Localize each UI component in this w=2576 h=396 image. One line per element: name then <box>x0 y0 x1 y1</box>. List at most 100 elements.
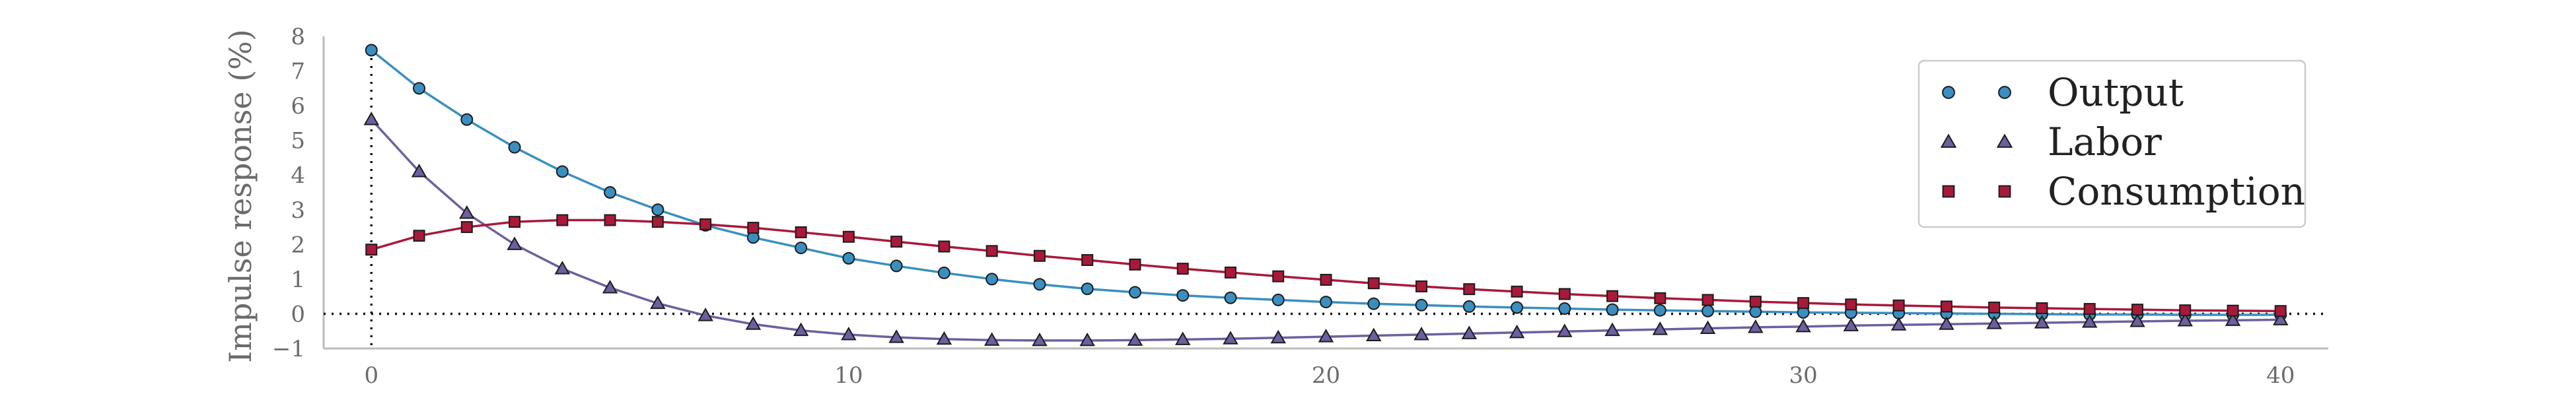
data-point-consumption <box>413 230 425 242</box>
data-point-consumption <box>1797 297 1810 310</box>
legend-entry-labor: Labor <box>1940 119 2162 164</box>
data-point-labor <box>602 280 618 294</box>
data-point-consumption <box>2179 304 2192 317</box>
data-point-labor <box>1890 317 1907 331</box>
data-point-consumption <box>1033 249 1046 262</box>
data-point-output <box>1558 302 1571 315</box>
data-point-labor <box>1748 319 1764 333</box>
data-point-output <box>1367 297 1380 310</box>
data-point-consumption <box>985 245 998 257</box>
data-point-consumption <box>1176 263 1189 275</box>
legend-marker-labor <box>1940 133 1957 148</box>
data-point-consumption <box>1654 292 1666 304</box>
data-point-output <box>1606 303 1619 316</box>
data-point-labor <box>1174 331 1191 345</box>
data-point-labor <box>841 326 857 341</box>
data-point-labor <box>1366 327 1382 342</box>
data-point-consumption <box>2131 304 2143 316</box>
data-point-consumption <box>556 214 569 226</box>
series-labor <box>363 112 2289 346</box>
data-point-labor <box>1699 320 1716 335</box>
x-tick-label: 40 <box>2266 362 2295 389</box>
data-point-labor <box>2081 314 2098 328</box>
data-point-labor <box>459 205 475 219</box>
legend-entry-consumption: Consumption <box>1942 169 2305 214</box>
data-point-consumption <box>1701 294 1714 306</box>
data-point-consumption <box>1367 277 1380 290</box>
data-point-consumption <box>604 214 616 226</box>
data-point-labor <box>650 295 666 310</box>
data-point-output <box>842 251 855 265</box>
series-consumption <box>365 214 2287 317</box>
data-point-output <box>1415 298 1428 312</box>
data-point-consumption <box>699 218 712 230</box>
data-point-labor <box>1223 331 1238 345</box>
legend-label-consumption: Consumption <box>2048 169 2305 214</box>
data-point-output <box>365 44 378 57</box>
data-point-consumption <box>1081 253 1094 266</box>
data-point-consumption <box>747 222 760 234</box>
data-point-labor <box>1604 322 1620 337</box>
axes: 0 10 20 30 40 −1 0 1 2 3 4 5 6 7 8 <box>272 24 2328 389</box>
data-point-labor <box>936 331 952 345</box>
data-point-consumption <box>1272 270 1285 282</box>
data-point-consumption <box>1845 298 1857 311</box>
series-layer <box>363 44 2289 346</box>
data-point-output <box>413 82 426 95</box>
legend-frame <box>1917 59 2307 228</box>
data-point-output <box>1271 293 1285 306</box>
data-point-labor <box>1079 332 1095 346</box>
data-point-output <box>1701 304 1715 317</box>
reference-lines <box>324 50 2328 348</box>
data-point-labor <box>1413 326 1429 341</box>
data-point-output <box>1653 304 1666 317</box>
data-point-consumption <box>2274 305 2287 317</box>
data-point-output <box>937 266 950 279</box>
x-tick-label: 0 <box>364 362 378 389</box>
data-point-consumption <box>460 221 473 234</box>
data-point-output <box>555 165 569 178</box>
data-point-labor <box>984 332 1000 346</box>
y-tick-label: 1 <box>291 267 305 293</box>
data-point-consumption <box>1224 266 1236 279</box>
legend-label-labor: Labor <box>2048 119 2162 164</box>
data-point-output <box>651 203 664 216</box>
data-point-labor <box>1843 317 1859 331</box>
legend-entry-output: Output <box>1942 70 2184 115</box>
data-point-consumption <box>2227 304 2239 317</box>
data-point-consumption <box>1988 301 2001 314</box>
data-point-output <box>1128 286 1141 299</box>
data-point-labor <box>507 236 522 250</box>
data-point-consumption <box>1463 283 1476 296</box>
data-point-output <box>1749 305 1762 318</box>
data-point-output <box>1176 289 1190 302</box>
data-point-consumption <box>1892 299 1905 312</box>
data-point-consumption <box>938 240 950 253</box>
data-point-labor <box>1461 325 1478 339</box>
data-point-output <box>1511 301 1524 314</box>
y-tick-label: 8 <box>291 24 305 50</box>
y-axis-title: Impulse response (%) <box>223 29 258 363</box>
y-tick-label: 7 <box>291 59 305 85</box>
data-point-labor <box>1652 321 1668 335</box>
data-point-consumption <box>365 244 378 256</box>
data-point-labor <box>745 316 762 330</box>
y-tick-label: 5 <box>291 128 305 154</box>
data-point-consumption <box>1129 258 1141 271</box>
data-point-labor <box>1557 323 1573 337</box>
data-point-consumption <box>890 236 903 248</box>
data-point-output <box>1462 300 1476 313</box>
data-point-labor <box>2129 313 2145 327</box>
x-tick-label: 30 <box>1789 362 1817 389</box>
data-point-consumption <box>795 226 807 238</box>
data-point-labor <box>1032 332 1048 346</box>
legend-marker-consumption <box>1998 185 2011 198</box>
data-point-consumption <box>651 216 664 228</box>
data-point-consumption <box>1558 288 1571 300</box>
data-point-labor <box>1939 316 1954 330</box>
y-tick-label: −1 <box>272 336 305 362</box>
data-point-output <box>604 186 617 199</box>
y-tick-label: 3 <box>291 197 305 224</box>
